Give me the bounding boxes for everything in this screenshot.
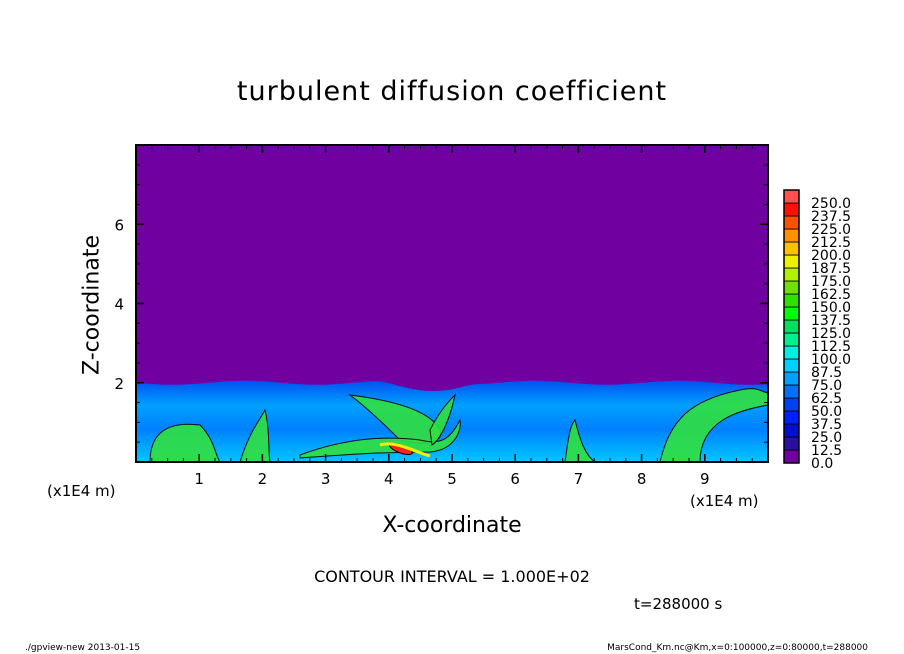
colorbar-swatch: [783, 410, 800, 425]
colorbar-label: 237.5: [811, 209, 851, 225]
colorbar-swatch: [783, 254, 800, 269]
colorbar-swatch: [783, 306, 800, 321]
colorbar-swatch: [783, 397, 800, 412]
colorbar-label: 75.0: [811, 378, 842, 394]
colorbar-swatch: [783, 280, 800, 295]
contour-interval-label: CONTOUR INTERVAL = 1.000E+02: [314, 567, 590, 586]
y-tick-label: 2: [114, 375, 124, 393]
footer-left: ./gpview-new 2013-01-15: [25, 643, 141, 653]
x-tick-label: 9: [700, 470, 710, 488]
colorbar-swatch: [783, 267, 800, 282]
colorbar-swatch: [783, 241, 800, 256]
footer-right: MarsCond_Km.nc@Km,x=0:100000,z=0:80000,t…: [607, 643, 868, 653]
x-tick-label: 6: [510, 470, 520, 488]
colorbar-label: 150.0: [811, 300, 851, 316]
colorbar-label: 50.0: [811, 404, 842, 420]
x-tick-label: 2: [258, 470, 268, 488]
chart-title: turbulent diffusion coefficient: [236, 76, 668, 107]
plume-2: [564, 419, 597, 463]
colorbar-label: 250.0: [811, 196, 851, 212]
plume-3: [659, 388, 769, 463]
colorbar-label: 200.0: [811, 248, 851, 264]
colorbar-swatch: [783, 449, 800, 464]
colorbar-swatch: [783, 189, 800, 204]
x-axis-unit-right: (x1E4 m): [690, 492, 759, 510]
colorbar-swatch: [783, 436, 800, 451]
colorbar-label: 12.5: [811, 443, 842, 459]
x-axis-unit-left: (x1E4 m): [47, 482, 116, 500]
colorbar-swatch: [783, 293, 800, 308]
x-tick-label: 1: [194, 470, 204, 488]
colorbar-label: 0.0: [811, 456, 833, 472]
y-tick-label: 6: [114, 216, 124, 234]
turbulent-layer: [136, 380, 768, 462]
y-tick-label: 4: [114, 296, 124, 314]
plume-5: [299, 418, 461, 459]
colorbar-swatch: [783, 332, 800, 347]
plume-1: [239, 408, 271, 463]
time-label: t=288000 s: [634, 595, 723, 613]
colorbar-swatch: [783, 215, 800, 230]
x-tick-label: 4: [384, 470, 394, 488]
colorbar-label: 162.5: [811, 287, 851, 303]
colorbar-swatch: [783, 371, 800, 386]
plume-0: [149, 423, 221, 463]
x-tick-label: 3: [321, 470, 331, 488]
x-tick-label: 8: [637, 470, 647, 488]
colorbar: 0.012.525.037.550.062.575.087.5100.0112.…: [783, 189, 851, 472]
colorbar-label: 137.5: [811, 313, 851, 329]
colorbar-swatch: [783, 319, 800, 334]
x-tick-label: 7: [574, 470, 584, 488]
colorbar-swatch: [783, 345, 800, 360]
axes: 1 2 3 4 5 6 7 8 9 2 4 6: [114, 144, 769, 488]
colorbar-label: 37.5: [811, 417, 842, 433]
colorbar-swatch: [783, 358, 800, 373]
field-layer: [136, 145, 769, 463]
colorbar-label: 225.0: [811, 222, 851, 238]
plume-6: [429, 393, 456, 446]
high-value-band: [379, 442, 431, 458]
colorbar-swatch: [783, 228, 800, 243]
colorbar-label: 62.5: [811, 391, 842, 407]
colorbar-label: 112.5: [811, 339, 851, 355]
colorbar-frame: [783, 189, 800, 464]
colorbar-label: 87.5: [811, 365, 842, 381]
colorbar-label: 100.0: [811, 352, 851, 368]
colorbar-label: 175.0: [811, 274, 851, 290]
colorbar-label: 187.5: [811, 261, 851, 277]
colorbar-swatch: [783, 384, 800, 399]
x-axis-label: X-coordinate: [382, 513, 522, 538]
colorbar-label: 212.5: [811, 235, 851, 251]
colorbar-label: 25.0: [811, 430, 842, 446]
x-tick-label: 5: [447, 470, 457, 488]
colorbar-label: 125.0: [811, 326, 851, 342]
colorbar-swatch: [783, 423, 800, 438]
colorbar-swatch: [783, 202, 800, 217]
